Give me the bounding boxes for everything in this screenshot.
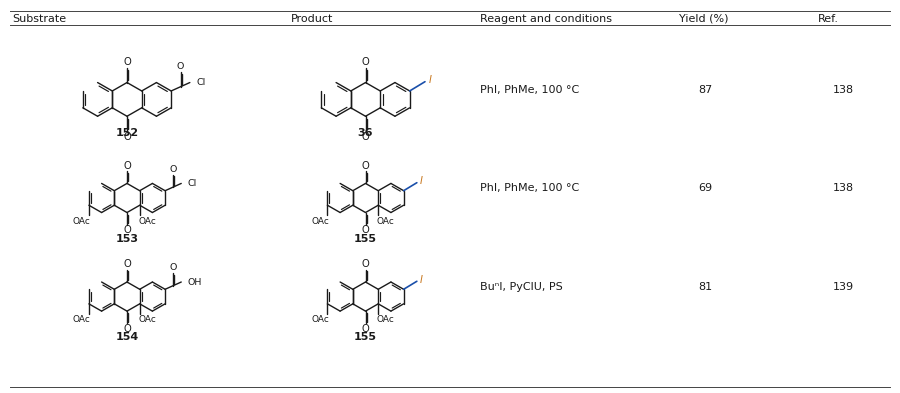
Text: 138: 138 bbox=[832, 84, 854, 95]
Text: O: O bbox=[123, 57, 130, 67]
Text: 154: 154 bbox=[115, 332, 139, 342]
Text: I: I bbox=[429, 75, 432, 85]
Text: 36: 36 bbox=[358, 128, 374, 138]
Text: OAc: OAc bbox=[139, 315, 156, 324]
Text: O: O bbox=[362, 132, 369, 142]
Text: OH: OH bbox=[187, 277, 202, 286]
Text: O: O bbox=[362, 226, 369, 235]
Text: 153: 153 bbox=[115, 234, 139, 244]
Text: OAc: OAc bbox=[377, 217, 394, 226]
Text: 155: 155 bbox=[354, 234, 377, 244]
Text: BuⁿI, PyClU, PS: BuⁿI, PyClU, PS bbox=[480, 282, 562, 292]
Text: 152: 152 bbox=[115, 128, 139, 138]
Text: OAc: OAc bbox=[73, 217, 90, 226]
Text: O: O bbox=[123, 259, 130, 269]
Text: O: O bbox=[362, 160, 369, 171]
Text: 81: 81 bbox=[698, 282, 713, 292]
Text: I: I bbox=[420, 176, 423, 186]
Text: O: O bbox=[362, 324, 369, 334]
Text: OAc: OAc bbox=[377, 315, 394, 324]
Text: O: O bbox=[362, 259, 369, 269]
Text: I: I bbox=[420, 275, 423, 285]
Text: OAc: OAc bbox=[139, 217, 156, 226]
Text: O: O bbox=[123, 226, 130, 235]
Text: PhI, PhMe, 100 °C: PhI, PhMe, 100 °C bbox=[480, 183, 579, 193]
Text: 155: 155 bbox=[354, 332, 377, 342]
Text: O: O bbox=[123, 324, 130, 334]
Text: Substrate: Substrate bbox=[13, 13, 67, 24]
Text: O: O bbox=[176, 62, 184, 70]
Text: Cl: Cl bbox=[187, 179, 197, 188]
Text: Product: Product bbox=[291, 13, 333, 24]
Text: Reagent and conditions: Reagent and conditions bbox=[480, 13, 612, 24]
Text: OAc: OAc bbox=[311, 315, 329, 324]
Text: Cl: Cl bbox=[197, 78, 206, 87]
Text: OAc: OAc bbox=[73, 315, 90, 324]
Text: O: O bbox=[123, 132, 130, 142]
Text: 69: 69 bbox=[698, 183, 713, 193]
Text: 138: 138 bbox=[832, 183, 854, 193]
Text: O: O bbox=[169, 165, 177, 174]
Text: O: O bbox=[123, 160, 130, 171]
Text: 139: 139 bbox=[832, 282, 854, 292]
Text: PhI, PhMe, 100 °C: PhI, PhMe, 100 °C bbox=[480, 84, 579, 95]
Text: O: O bbox=[169, 263, 177, 272]
Text: 87: 87 bbox=[698, 84, 713, 95]
Text: OAc: OAc bbox=[311, 217, 329, 226]
Text: O: O bbox=[362, 57, 369, 67]
Text: Yield (%): Yield (%) bbox=[679, 13, 728, 24]
Text: Ref.: Ref. bbox=[818, 13, 839, 24]
